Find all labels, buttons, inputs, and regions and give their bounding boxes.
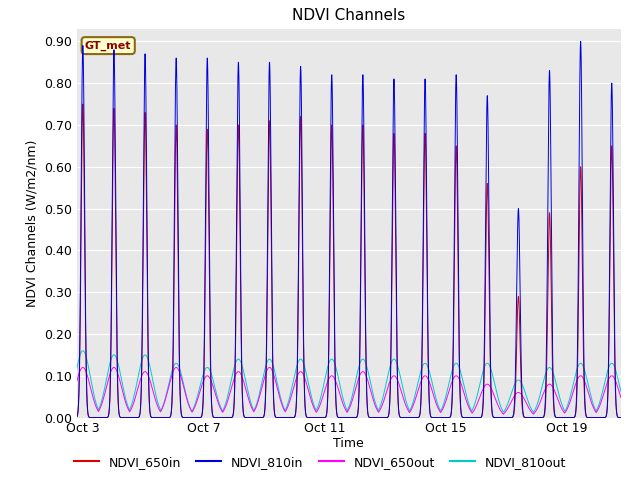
Legend: NDVI_650in, NDVI_810in, NDVI_650out, NDVI_810out: NDVI_650in, NDVI_810in, NDVI_650out, NDV…	[68, 451, 572, 474]
Y-axis label: NDVI Channels (W/m2/nm): NDVI Channels (W/m2/nm)	[26, 140, 38, 307]
Text: GT_met: GT_met	[85, 40, 131, 51]
Title: NDVI Channels: NDVI Channels	[292, 9, 405, 24]
X-axis label: Time: Time	[333, 437, 364, 450]
